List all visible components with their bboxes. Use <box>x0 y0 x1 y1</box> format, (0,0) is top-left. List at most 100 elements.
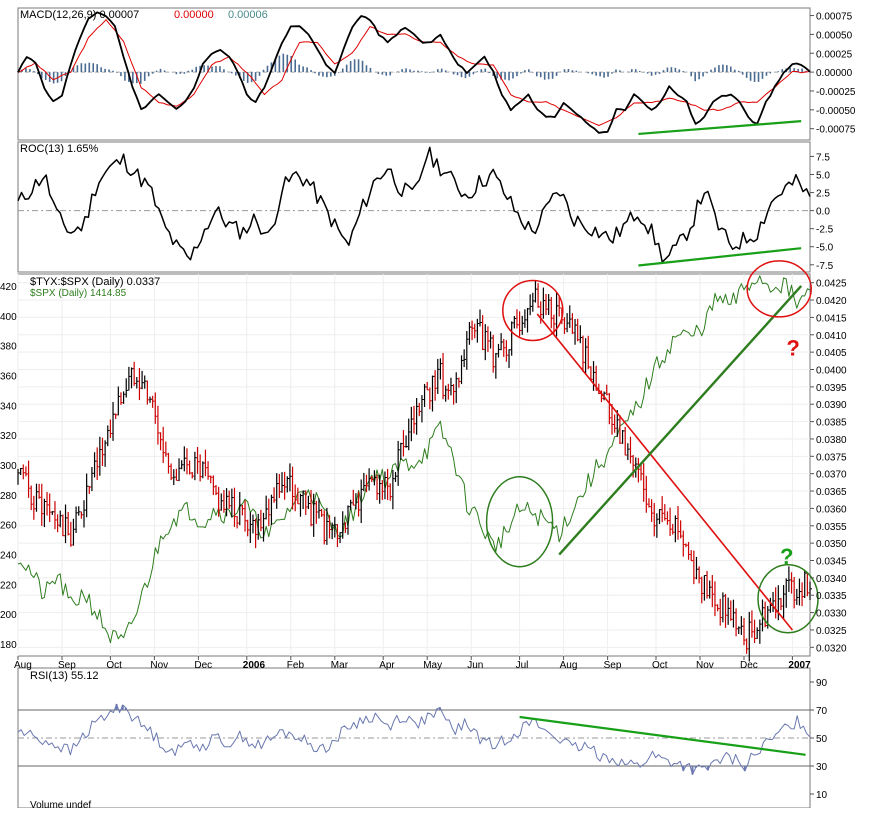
green-circle-price-low <box>757 563 819 634</box>
rsi-tick-label: 30 <box>816 762 828 773</box>
x-tick-label: Sep <box>604 660 622 671</box>
red-circle-spx-top <box>746 260 812 318</box>
x-tick-label: Mar <box>331 660 349 671</box>
spx-tick-label: 300 <box>0 461 17 472</box>
price-tick-label: 0.0360 <box>816 504 847 515</box>
price-tick-label: 0.0375 <box>816 452 847 463</box>
price-tick-label: 0.0350 <box>816 539 847 550</box>
x-tick-label: May <box>423 660 442 671</box>
green-circle-spx-low <box>485 475 554 568</box>
price-tick-label: 0.0380 <box>816 435 847 446</box>
price-tick-label: 0.0330 <box>816 609 847 620</box>
spx-tick-label: 340 <box>0 401 17 412</box>
price-tick-label: 0.0415 <box>816 313 847 324</box>
price-tick-label: 0.0325 <box>816 626 847 637</box>
macd-frame <box>17 7 811 141</box>
x-tick-label: Nov <box>150 660 168 671</box>
roc-divergence-line <box>638 247 802 267</box>
price-tick-label: 0.0420 <box>816 296 847 307</box>
legends: MACD(12,26,9) 0.00007 0.00000 0.00006 RO… <box>20 9 268 811</box>
spx-tick-label: 360 <box>0 371 17 382</box>
x-tick-label: 2006 <box>243 660 266 671</box>
roc-frame <box>17 141 811 273</box>
roc-tick-label: 7.5 <box>816 152 830 163</box>
spx-tick-label: 400 <box>0 312 17 323</box>
red-downtrend-line <box>536 313 794 631</box>
x-tick-label: Oct <box>652 660 668 671</box>
spx-line <box>17 275 811 644</box>
roc-tick-label: -2.5 <box>816 225 834 236</box>
roc-tick-label: 5.0 <box>816 171 830 182</box>
green-uptrend-line <box>558 285 803 556</box>
price-tick-label: 0.0335 <box>816 591 847 602</box>
x-tick-label: Oct <box>106 660 122 671</box>
price-tick-label: 0.0320 <box>816 643 847 654</box>
spx-tick-label: 380 <box>0 342 17 353</box>
macd-signal-legend: 0.00000 <box>174 9 214 21</box>
rsi-divergence-line <box>519 715 806 756</box>
price-tick-label: 0.0425 <box>816 279 847 290</box>
spx-tick-label: 220 <box>0 580 17 591</box>
price-tick-label: 0.0385 <box>816 418 847 429</box>
macd-histogram-legend: 0.00006 <box>228 9 268 21</box>
price-tick-label: 0.0370 <box>816 470 847 481</box>
spx-tick-label: 240 <box>0 551 17 562</box>
red-circle-top <box>502 279 564 342</box>
macd-tick-label: 0.00075 <box>816 12 853 23</box>
rsi-tick-label: 50 <box>816 734 828 745</box>
x-tick-label: Feb <box>287 660 305 671</box>
rsi-line <box>17 703 810 775</box>
x-tick-label: Jun <box>467 660 483 671</box>
x-tick-label: Apr <box>379 660 395 671</box>
red-question-mark: ? <box>786 336 799 361</box>
macd-tick-label: 0.00050 <box>816 30 853 41</box>
macd-panel: 0.00075 0.00050 0.00025 0.00000 -0.00025 -0.0… <box>17 11 856 136</box>
x-tick-label: Dec <box>194 660 212 671</box>
price-tick-label: 0.0365 <box>816 487 847 498</box>
x-tick-label: Aug <box>14 660 32 671</box>
roc-legend: ROC(13) 1.65% <box>20 143 98 155</box>
roc-panel: 7.5 5.0 2.5 0.0 -2.5 -5.0 -7.5 <box>17 146 834 272</box>
rsi-tick-label: 90 <box>816 678 828 689</box>
roc-tick-label: 2.5 <box>816 189 830 200</box>
spx-tick-label: 280 <box>0 491 17 502</box>
price-panel: ?? 0.0425 0.0420 0.0415 0.0410 0.0405 0.0400 0.… <box>0 260 847 671</box>
x-tick-label: Nov <box>696 660 714 671</box>
roc-tick-label: -5.0 <box>816 243 834 254</box>
macd-legend: MACD(12,26,9) 0.00007 <box>20 9 139 21</box>
macd-divergence-line <box>638 120 802 136</box>
x-tick-label: Sep <box>58 660 76 671</box>
roc-tick-label: 0.0 <box>816 207 830 218</box>
price-tick-label: 0.0395 <box>816 383 847 394</box>
rsi-panel: 90 70 50 30 10 <box>17 678 828 801</box>
roc-tick-label: -7.5 <box>816 261 834 272</box>
roc-line <box>17 146 811 263</box>
x-tick-label: Aug <box>560 660 578 671</box>
spx-tick-label: 320 <box>0 431 17 442</box>
macd-tick-label: -0.00025 <box>816 87 856 98</box>
spx-tick-label: 260 <box>0 521 17 532</box>
price-tick-label: 0.0400 <box>816 366 847 377</box>
macd-tick-label: -0.00050 <box>816 106 856 117</box>
price-tick-label: 0.0405 <box>816 348 847 359</box>
price-tick-label: 0.0345 <box>816 557 847 568</box>
rsi-tick-label: 10 <box>816 790 828 801</box>
macd-tick-label: 0.00000 <box>816 68 853 79</box>
spx-legend: $SPX (Daily) 1414.85 <box>30 288 127 299</box>
green-question-mark: ? <box>780 544 793 569</box>
price-legend: $TYX:$SPX (Daily) 0.0337 <box>30 276 160 288</box>
spx-tick-label: 200 <box>0 610 17 621</box>
macd-tick-label: -0.00075 <box>816 125 856 136</box>
x-tick-label: Jul <box>516 660 529 671</box>
x-tick-label: 2007 <box>788 660 811 671</box>
rsi-tick-label: 70 <box>816 706 828 717</box>
price-tick-label: 0.0410 <box>816 331 847 342</box>
price-tick-label: 0.0390 <box>816 400 847 411</box>
x-tick-label: Dec <box>740 660 758 671</box>
price-tick-label: 0.0355 <box>816 522 847 533</box>
volume-legend: Volume undef <box>30 800 91 808</box>
spx-tick-label: 420 <box>0 282 17 293</box>
price-tick-label: 0.0340 <box>816 574 847 585</box>
